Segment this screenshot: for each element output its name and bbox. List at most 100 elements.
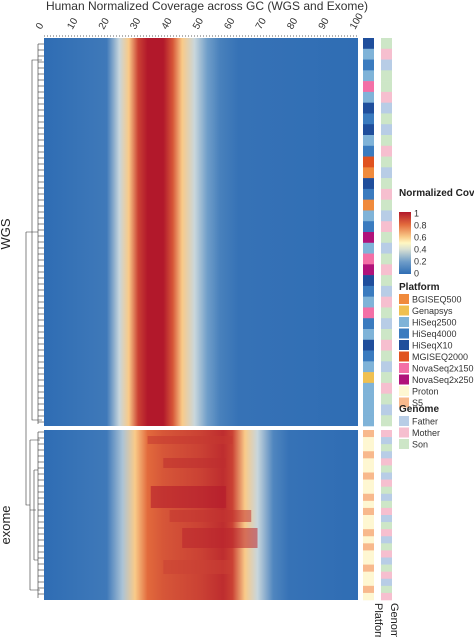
legend-swatch bbox=[399, 328, 409, 339]
legend-item-label: Proton bbox=[412, 387, 439, 397]
genome-annotation-cell bbox=[381, 188, 392, 200]
platform-annotation-cell bbox=[363, 102, 374, 114]
genome-annotation-cell bbox=[381, 437, 392, 445]
legend-item-label: Genapsys bbox=[412, 306, 453, 316]
legend-swatch bbox=[399, 363, 409, 373]
legend-swatch bbox=[399, 351, 409, 362]
platform-annotation-cell bbox=[363, 451, 374, 459]
genome-annotation-cell bbox=[381, 430, 392, 438]
genome-annotation-cell bbox=[381, 382, 392, 394]
genome-annotation-cell bbox=[381, 264, 392, 276]
x-tick-label: 60 bbox=[222, 16, 237, 32]
legend-swatch bbox=[399, 317, 409, 327]
legend-genome-title: Genome bbox=[399, 404, 439, 415]
platform-annotation-cell bbox=[363, 382, 374, 394]
platform-annotation-cell bbox=[363, 285, 374, 297]
dendrogram-branch bbox=[33, 432, 39, 598]
annotation-label-platform: Platform bbox=[372, 603, 384, 637]
genome-annotation-cell bbox=[381, 81, 392, 93]
genome-annotation-cell bbox=[381, 564, 392, 572]
platform-annotation-cell bbox=[363, 264, 374, 276]
genome-annotation-cell bbox=[381, 307, 392, 319]
genome-annotation-cell bbox=[381, 500, 392, 509]
platform-annotation-cell bbox=[363, 350, 374, 362]
heatmap-block-wgs bbox=[44, 38, 358, 426]
x-tick-label: 20 bbox=[97, 16, 112, 32]
genome-annotation-cell bbox=[381, 350, 392, 362]
legend-item-label: S5 bbox=[412, 398, 423, 408]
genome-annotation-cell bbox=[381, 113, 392, 125]
platform-annotation-cell bbox=[363, 242, 374, 254]
legend-item-label: NovaSeq2x250 bbox=[412, 375, 474, 385]
platform-annotation-cell bbox=[363, 437, 374, 445]
genome-annotation-cell bbox=[381, 38, 392, 50]
genome-annotation-cell bbox=[381, 472, 392, 480]
platform-annotation-cell bbox=[363, 188, 374, 200]
legend-swatch bbox=[399, 397, 409, 408]
legend-item-label: HiSeq2500 bbox=[412, 318, 457, 328]
genome-annotation-cell bbox=[381, 339, 392, 351]
genome-annotation-cell bbox=[381, 59, 392, 71]
exome-streak bbox=[163, 560, 233, 574]
genome-annotation-cell bbox=[381, 404, 392, 416]
dendrogram-branch bbox=[31, 59, 42, 421]
genome-annotation-cell bbox=[381, 585, 392, 594]
genome-annotation-cell bbox=[381, 102, 392, 114]
legend-item-label: Son bbox=[412, 440, 428, 450]
platform-annotation-cell bbox=[363, 404, 374, 416]
exome-streak bbox=[169, 510, 252, 522]
legend: Normalized Coverage 1 0.8 0.6 0.4 0.2 0 Platf… bbox=[399, 188, 474, 450]
genome-annotation-cell bbox=[381, 372, 392, 384]
legend-item-label: Mother bbox=[412, 428, 440, 438]
x-tick-label: 40 bbox=[160, 16, 175, 32]
legend-item-label: HiSeqX10 bbox=[412, 341, 453, 351]
platform-annotation-cell bbox=[363, 472, 374, 480]
platform-annotation-cell bbox=[363, 221, 374, 233]
platform-annotation-cell bbox=[363, 486, 374, 495]
platform-annotation-cell bbox=[363, 578, 374, 587]
x-tick-label: 80 bbox=[285, 16, 300, 32]
legend-coverage-tick: 1 bbox=[414, 209, 419, 219]
platform-annotation-cell bbox=[363, 70, 374, 82]
row-group-label-exome: exome bbox=[0, 505, 13, 544]
platform-annotation-cell bbox=[363, 465, 374, 473]
genome-annotation-cell bbox=[381, 479, 392, 487]
genome-annotation-cell bbox=[381, 515, 392, 523]
genome-annotation-cell bbox=[381, 361, 392, 373]
genome-annotation-cell bbox=[381, 507, 392, 516]
platform-annotation-cell bbox=[363, 515, 374, 523]
genome-annotation-cell bbox=[381, 529, 392, 537]
row-group-label-wgs: WGS bbox=[0, 218, 13, 249]
chart-title: Human Normalized Coverage across GC (WGS… bbox=[46, 0, 368, 13]
platform-annotation-cell bbox=[363, 307, 374, 319]
platform-annotation-cell bbox=[363, 500, 374, 509]
platform-annotation-cell bbox=[363, 296, 374, 308]
platform-annotation-cell bbox=[363, 458, 374, 466]
genome-annotation-cell bbox=[381, 444, 392, 452]
genome-annotation-cell bbox=[381, 253, 392, 265]
genome-annotation-cell bbox=[381, 493, 392, 502]
platform-annotation-cell bbox=[363, 48, 374, 60]
legend-item-label: MGISEQ2000 bbox=[412, 352, 468, 362]
platform-annotation-cell bbox=[363, 393, 374, 405]
legend-coverage-gradient bbox=[399, 212, 411, 274]
genome-annotation-cell bbox=[381, 178, 392, 190]
annotation-columns bbox=[363, 38, 392, 601]
exome-streak bbox=[163, 458, 227, 468]
platform-annotation-cell bbox=[363, 199, 374, 211]
legend-coverage-tick: 0.2 bbox=[414, 257, 427, 267]
genome-annotation-cell bbox=[381, 550, 392, 558]
platform-annotation-cell bbox=[363, 167, 374, 179]
legend-item-label: Father bbox=[412, 417, 438, 427]
platform-annotation-cell bbox=[363, 210, 374, 222]
platform-annotation-cell bbox=[363, 361, 374, 373]
genome-annotation-cell bbox=[381, 242, 392, 254]
platform-annotation-cell bbox=[363, 124, 374, 136]
x-tick-label: 10 bbox=[65, 16, 80, 32]
platform-annotation-cell bbox=[363, 91, 374, 103]
legend-coverage-title: Normalized Coverage bbox=[399, 188, 474, 199]
genome-annotation-cell bbox=[381, 536, 392, 544]
platform-annotation-cell bbox=[363, 38, 374, 50]
legend-swatch bbox=[399, 416, 409, 426]
